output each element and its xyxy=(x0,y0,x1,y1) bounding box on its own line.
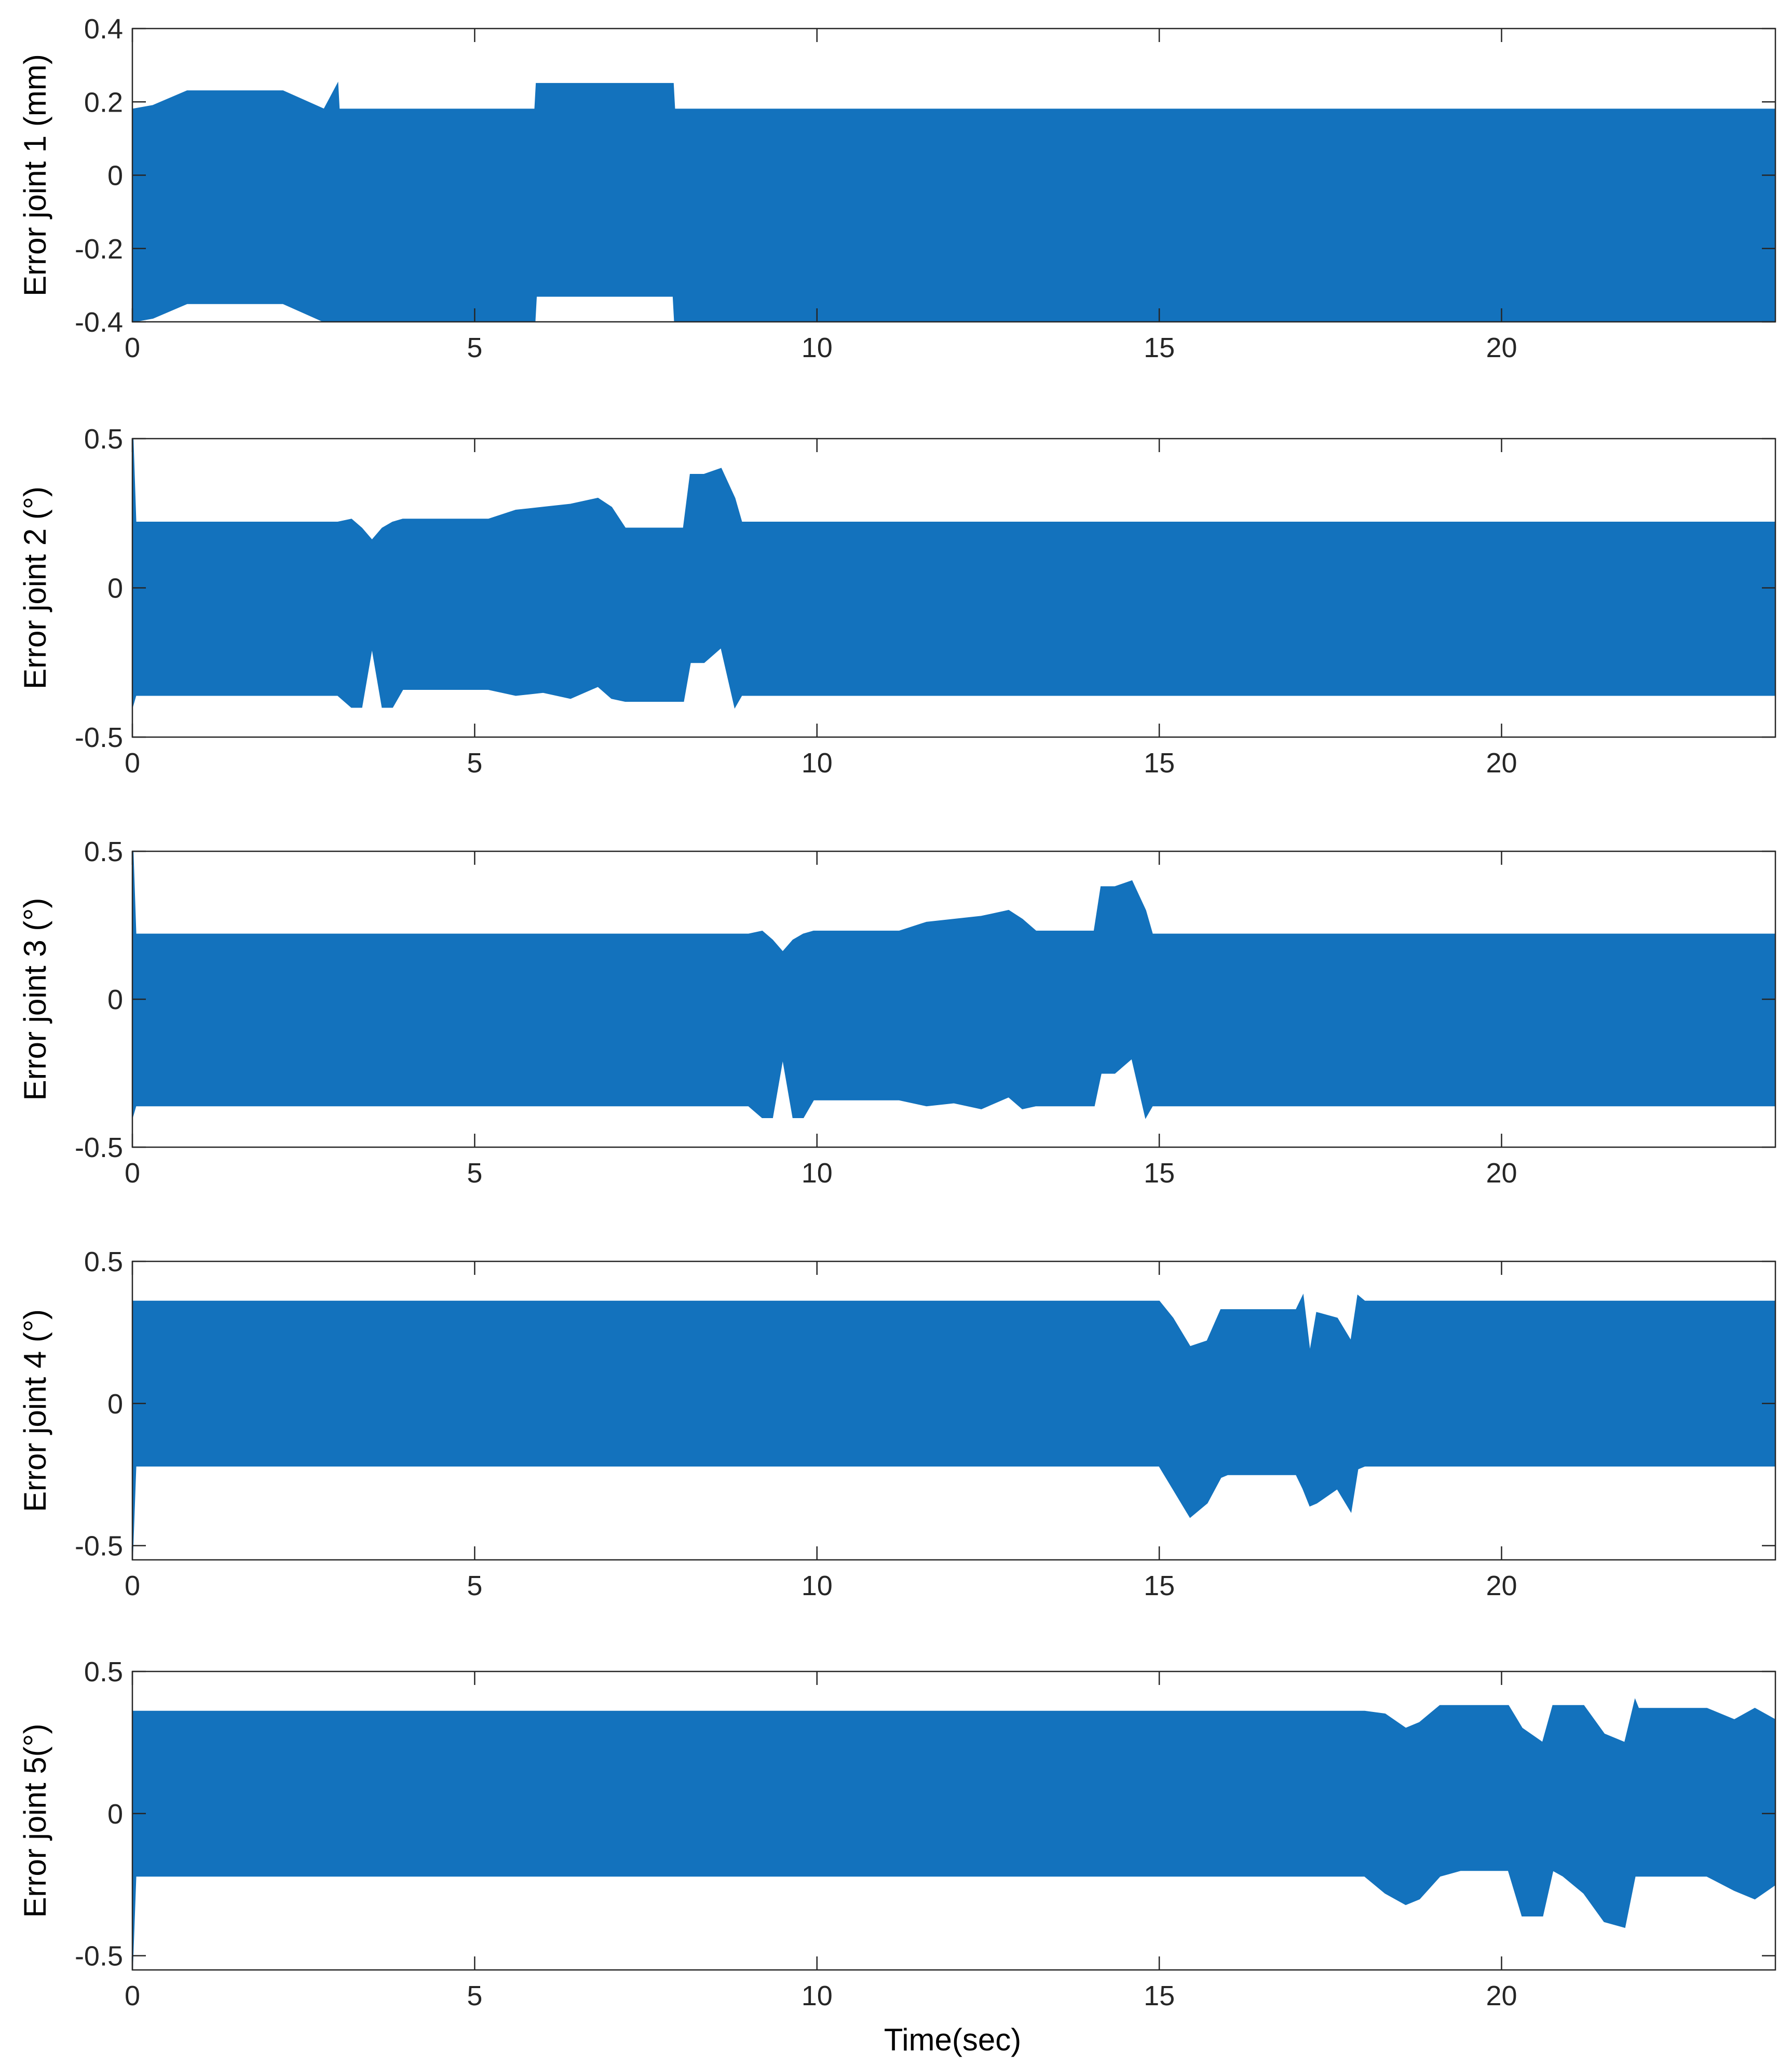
x-tick-label: 10 xyxy=(802,1158,833,1189)
x-tick-label: 20 xyxy=(1486,332,1517,363)
x-tick-label: 15 xyxy=(1144,1980,1175,2011)
x-tick-label: 5 xyxy=(467,332,482,363)
y-tick-label: 0 xyxy=(107,1799,123,1830)
y-tick-label: 0.5 xyxy=(84,424,123,455)
y-axis-label: Error joint 5(°) xyxy=(18,1723,52,1918)
error-signal-band-1 xyxy=(132,1698,1775,1970)
y-axis-label: Error joint 1 (mm) xyxy=(18,54,52,296)
x-tick-label: 15 xyxy=(1144,1570,1175,1601)
y-tick-label: 0 xyxy=(107,573,123,604)
y-tick-label: 0.5 xyxy=(84,1246,123,1277)
x-tick-label: 10 xyxy=(802,1980,833,2011)
x-tick-label: 0 xyxy=(125,332,140,363)
x-tick-label: 20 xyxy=(1486,1980,1517,2011)
y-tick-label: 0.5 xyxy=(84,836,123,867)
y-tick-label: 0.4 xyxy=(84,13,123,45)
y-tick-label: 0 xyxy=(107,160,123,192)
x-tick-label: 0 xyxy=(125,747,140,779)
x-tick-label: 5 xyxy=(467,1570,482,1601)
axes-box xyxy=(131,1670,1776,1971)
x-tick-label: 20 xyxy=(1486,1570,1517,1601)
y-axis-label: Error joint 2 (°) xyxy=(18,486,52,689)
error-signal-band-1 xyxy=(132,439,1775,709)
y-tick-label: -0.5 xyxy=(75,1941,123,1972)
x-tick-label: 10 xyxy=(802,747,833,779)
x-tick-label: 15 xyxy=(1144,1158,1175,1189)
x-tick-label: 5 xyxy=(467,747,482,779)
y-tick-label: 0 xyxy=(107,1389,123,1420)
x-tick-label: 5 xyxy=(467,1980,482,2011)
x-tick-label: 0 xyxy=(125,1980,140,2011)
x-tick-label: 0 xyxy=(125,1570,140,1601)
y-tick-label: -0.5 xyxy=(75,1132,123,1163)
subplots-layer: 0 5 10 15 20 -0.4 -0.2 0 0.2 0.4 Error joint 1 (mm… xyxy=(18,13,1776,2011)
y-axis-label: Error joint 4 (°) xyxy=(18,1309,52,1512)
y-tick-label: -0.4 xyxy=(75,307,123,338)
x-tick-label: 15 xyxy=(1144,332,1175,363)
x-tick-label: 10 xyxy=(802,332,833,363)
x-tick-label: 15 xyxy=(1144,747,1175,779)
x-axis-label: Time(sec) xyxy=(884,2022,1021,2057)
y-tick-label: 0 xyxy=(107,984,123,1015)
error-signal-band-1 xyxy=(132,81,1775,322)
x-tick-label: 0 xyxy=(125,1158,140,1189)
y-tick-label: -0.5 xyxy=(75,1531,123,1562)
y-tick-label: 0.5 xyxy=(84,1656,123,1688)
axes-box xyxy=(131,1260,1776,1561)
y-tick-label: -0.5 xyxy=(75,722,123,753)
x-tick-label: 5 xyxy=(467,1158,482,1189)
y-axis-label: Error joint 3 (°) xyxy=(18,898,52,1101)
x-tick-label: 20 xyxy=(1486,747,1517,779)
y-tick-label: 0.2 xyxy=(84,87,123,118)
subplot-1: 0 5 10 15 20 -0.4 -0.2 0 0.2 0.4 Error joint 1 (mm… xyxy=(18,13,1776,363)
x-tick-label: 20 xyxy=(1486,1158,1517,1189)
x-tick-label: 10 xyxy=(802,1570,833,1601)
error-signal-band-1 xyxy=(132,851,1775,1119)
error-signal-band-1 xyxy=(132,1294,1775,1560)
y-tick-label: -0.2 xyxy=(75,234,123,265)
